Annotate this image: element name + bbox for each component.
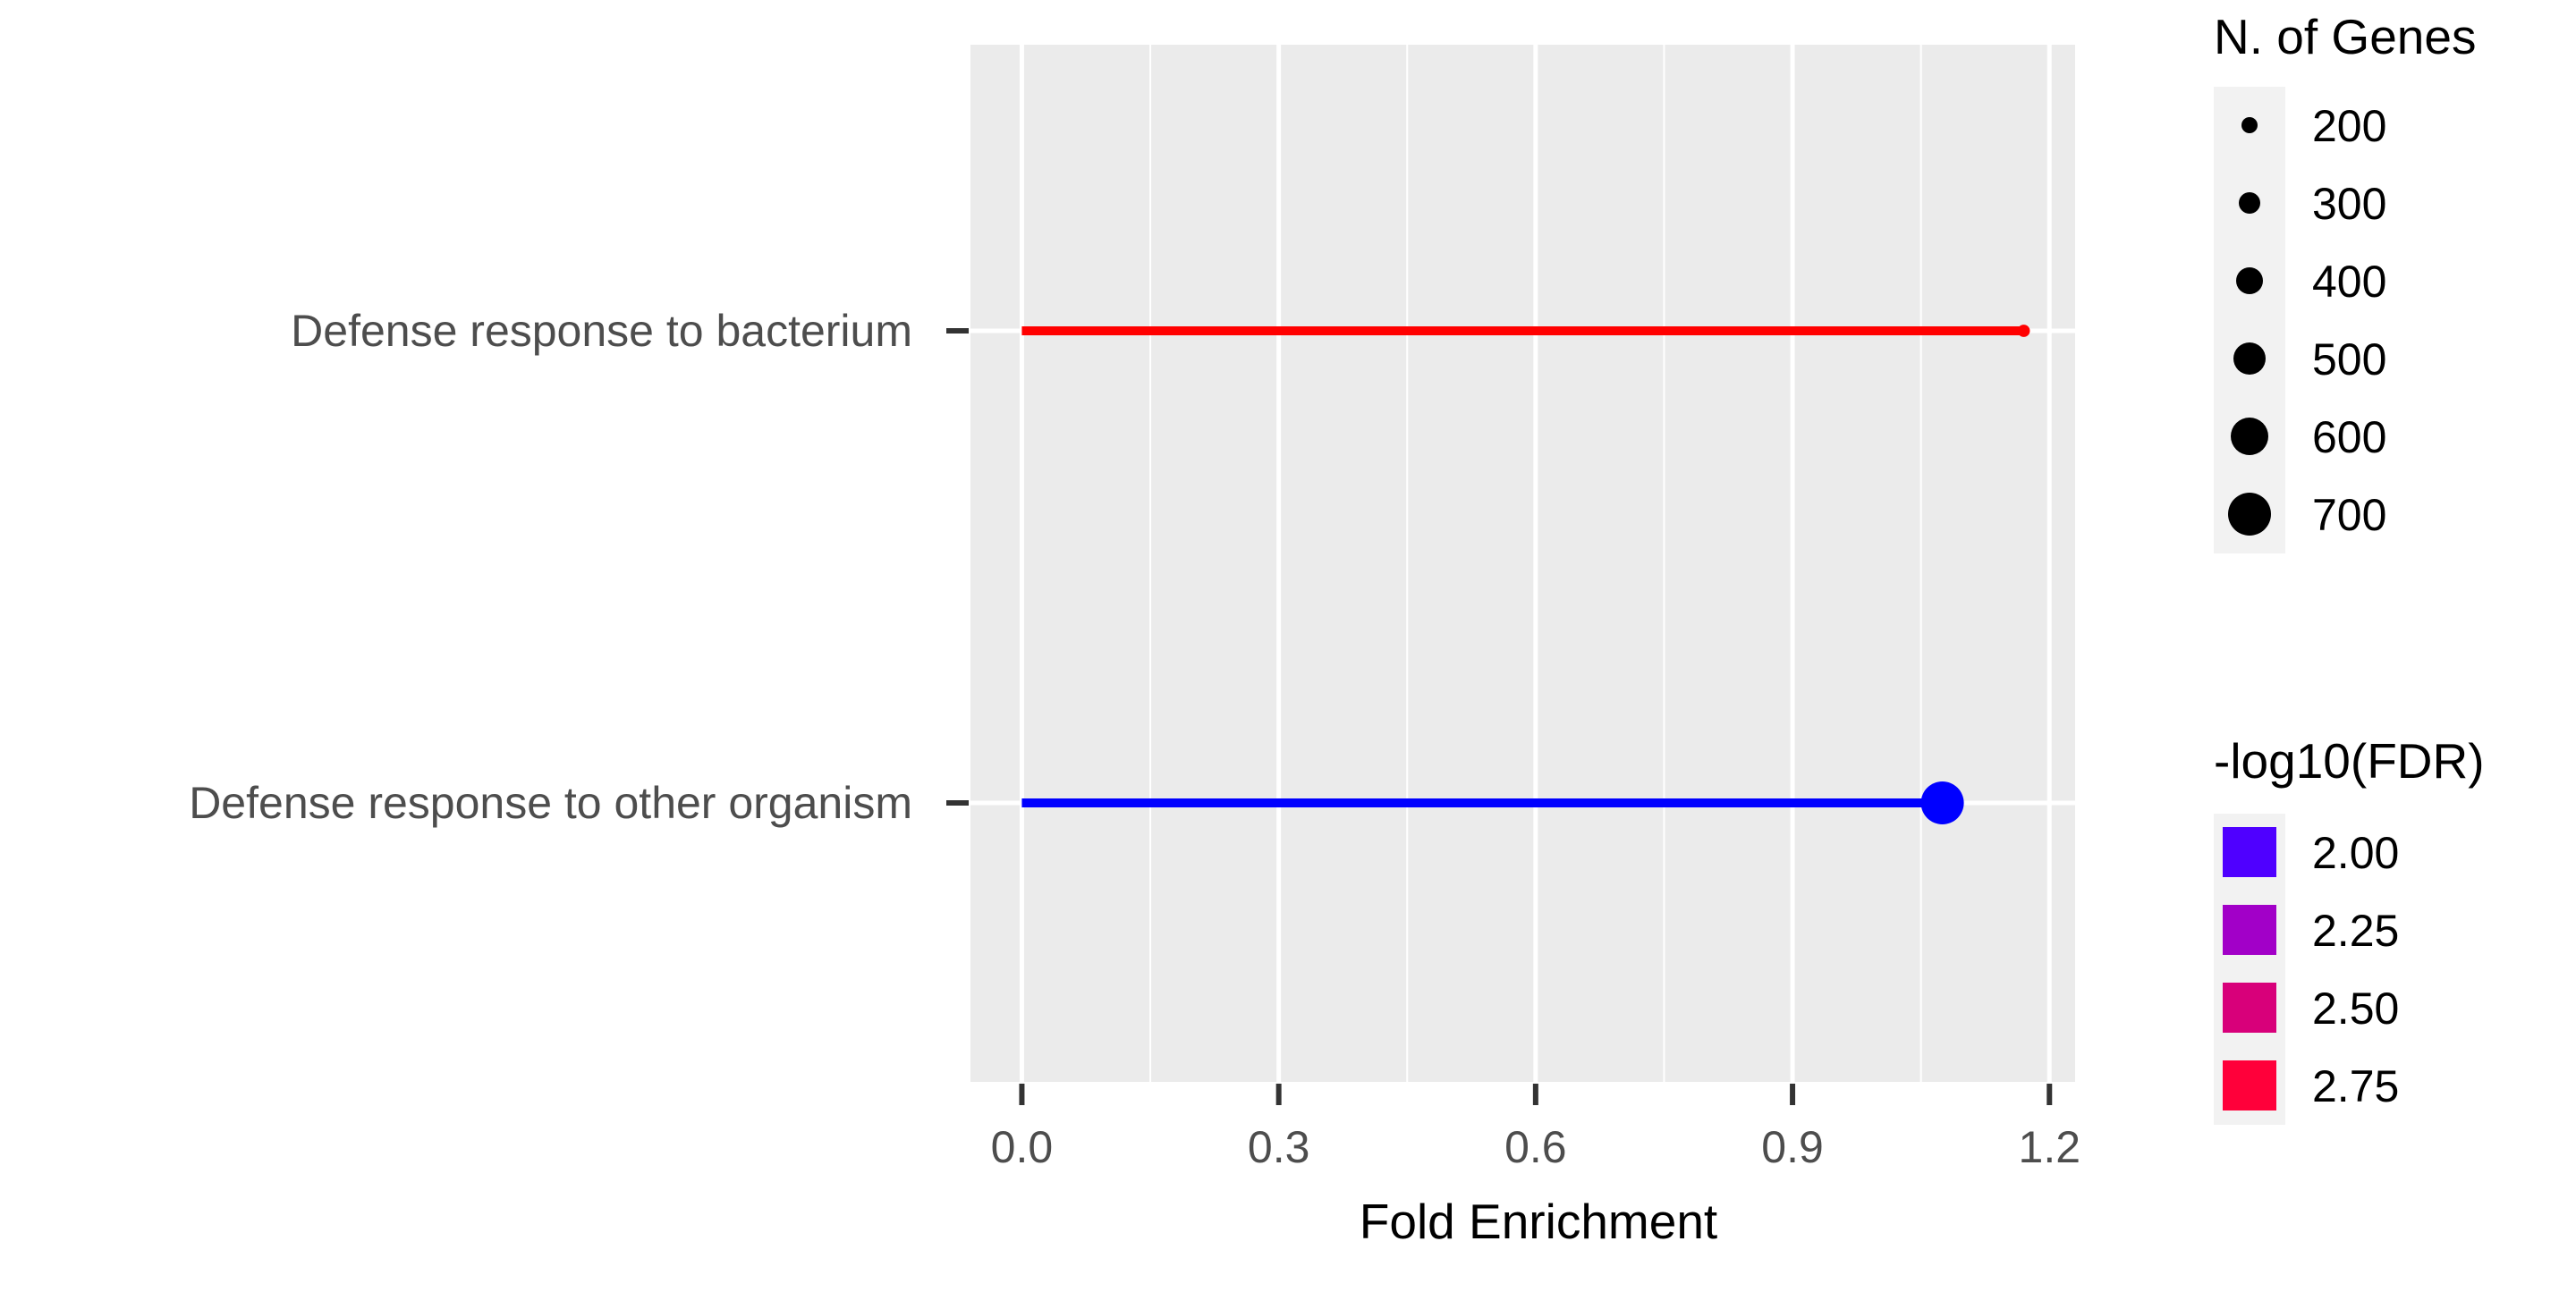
color-legend-title: -log10(FDR) xyxy=(2214,733,2485,789)
x-tick-label-2: 0.6 xyxy=(1504,1122,1567,1172)
lollipop-point-1 xyxy=(1920,781,1964,824)
lollipop-point-0 xyxy=(2017,325,2030,337)
size-legend-key-background xyxy=(2214,87,2285,553)
size-legend-dot-3 xyxy=(2233,342,2266,375)
x-axis-title: Fold Enrichment xyxy=(1360,1194,1717,1249)
y-axis: Defense response to bacterium Defense res… xyxy=(189,306,969,828)
plot-panel xyxy=(970,45,2075,1082)
x-tick-label-1: 0.3 xyxy=(1248,1122,1310,1172)
x-tick-label-3: 0.9 xyxy=(1761,1122,1824,1172)
color-legend-label-3: 2.75 xyxy=(2312,1061,2399,1111)
x-tick-label-4: 1.2 xyxy=(2019,1122,2081,1172)
color-legend-swatch-1 xyxy=(2223,905,2276,955)
size-legend-label-5: 700 xyxy=(2312,490,2386,540)
y-tick-label-0: Defense response to bacterium xyxy=(291,306,912,356)
color-legend-swatch-2 xyxy=(2223,983,2276,1033)
size-legend-dot-4 xyxy=(2231,418,2268,455)
data-marks xyxy=(1021,325,2030,824)
size-legend-dot-0 xyxy=(2241,117,2258,133)
color-legend: -log10(FDR) 2.00 2.25 2.50 2.75 xyxy=(2214,733,2485,1125)
size-legend-label-2: 400 xyxy=(2312,257,2386,307)
size-legend-title: N. of Genes xyxy=(2214,9,2476,64)
size-legend-dot-5 xyxy=(2228,493,2271,536)
size-legend-dot-1 xyxy=(2239,192,2260,214)
color-legend-swatch-0 xyxy=(2223,827,2276,877)
color-legend-label-1: 2.25 xyxy=(2312,906,2399,956)
y-tick-label-1: Defense response to other organism xyxy=(189,778,912,828)
size-legend-label-1: 300 xyxy=(2312,179,2386,229)
x-tick-label-0: 0.0 xyxy=(991,1122,1054,1172)
size-legend-label-3: 500 xyxy=(2312,334,2386,384)
size-legend-label-4: 600 xyxy=(2312,412,2386,462)
size-legend-dot-2 xyxy=(2236,267,2263,294)
color-legend-label-0: 2.00 xyxy=(2312,828,2399,878)
x-axis: 0.0 0.3 0.6 0.9 1.2 xyxy=(991,1084,2080,1172)
size-legend-label-0: 200 xyxy=(2312,101,2386,151)
size-legend: N. of Genes 200 300 400 500 600 700 xyxy=(2214,9,2476,553)
color-legend-label-2: 2.50 xyxy=(2312,984,2399,1034)
color-legend-swatch-3 xyxy=(2223,1060,2276,1110)
